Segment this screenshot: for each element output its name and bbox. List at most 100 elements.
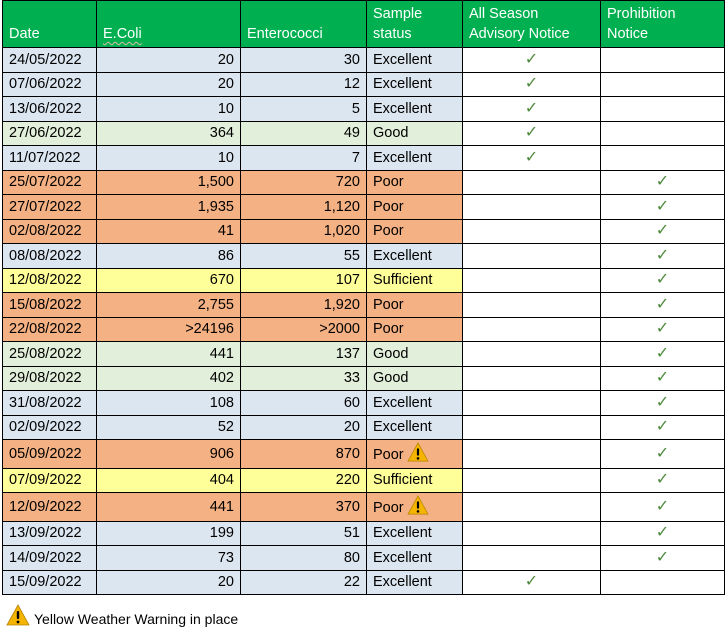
enterococci-cell: 1,020 <box>240 218 367 244</box>
ecoli-cell: 73 <box>96 545 241 571</box>
ecoli-cell: 1,935 <box>96 194 241 220</box>
status-cell: Poor <box>366 169 463 195</box>
enterococci-cell: 60 <box>240 390 367 416</box>
status-label: Poor <box>373 198 404 215</box>
advisory-notice-cell <box>462 467 601 493</box>
date-cell: 15/08/2022 <box>2 292 97 318</box>
status-cell: Poor <box>366 218 463 244</box>
check-icon: ✓ <box>524 124 539 142</box>
check-icon: ✓ <box>655 497 670 515</box>
advisory-notice-cell <box>462 439 601 469</box>
warning-icon <box>6 604 30 626</box>
prohibition-notice-cell <box>600 96 725 122</box>
date-cell: 12/09/2022 <box>2 492 97 522</box>
ecoli-cell: >24196 <box>96 316 241 342</box>
status-label: Sufficient <box>373 472 433 489</box>
ecoli-cell: 441 <box>96 492 241 522</box>
ecoli-cell: 20 <box>96 71 241 97</box>
prohibition-notice-cell: ✓ <box>600 390 725 416</box>
date-cell: 08/08/2022 <box>2 243 97 269</box>
status-cell: Excellent <box>366 145 463 171</box>
check-icon: ✓ <box>655 344 670 362</box>
prohibition-notice-cell: ✓ <box>600 439 725 469</box>
date-cell: 07/09/2022 <box>2 467 97 493</box>
prohibition-notice-cell: ✓ <box>600 194 725 220</box>
status-label: Sufficient <box>373 272 433 289</box>
check-icon: ✓ <box>524 75 539 93</box>
status-cell: Excellent <box>366 243 463 269</box>
prohibition-notice-cell <box>600 71 725 97</box>
status-label: Excellent <box>373 419 432 436</box>
table-row: 15/08/2022 2,755 1,920 Poor ✓ <box>2 292 725 318</box>
date-cell: 02/08/2022 <box>2 218 97 244</box>
enterococci-cell: 370 <box>240 492 367 522</box>
advisory-notice-cell <box>462 390 601 416</box>
advisory-notice-cell <box>462 492 601 522</box>
date-cell: 13/06/2022 <box>2 96 97 122</box>
check-icon: ✓ <box>655 246 670 264</box>
status-label: Good <box>373 125 409 142</box>
enterococci-cell: 20 <box>240 414 367 440</box>
advisory-notice-cell <box>462 194 601 220</box>
status-label: Excellent <box>373 525 432 542</box>
ecoli-cell: 86 <box>96 243 241 269</box>
header-enterococci: Enterococci <box>240 0 367 48</box>
ecoli-cell: 10 <box>96 145 241 171</box>
check-icon: ✓ <box>655 271 670 289</box>
check-icon: ✓ <box>655 524 670 542</box>
table-row: 07/06/2022 20 12 Excellent ✓ <box>2 71 725 97</box>
status-label: Poor <box>373 296 404 313</box>
enterococci-cell: 137 <box>240 341 367 367</box>
enterococci-cell: 870 <box>240 439 367 469</box>
status-label: Poor <box>373 223 404 240</box>
table-row: 15/09/2022 20 22 Excellent ✓ <box>2 569 725 595</box>
check-icon: ✓ <box>655 418 670 436</box>
table-row: 27/06/2022 364 49 Good ✓ <box>2 120 725 146</box>
status-cell: Excellent <box>366 569 463 595</box>
status-label: Excellent <box>373 574 432 591</box>
advisory-notice-cell <box>462 365 601 391</box>
ecoli-cell: 441 <box>96 341 241 367</box>
check-icon: ✓ <box>655 222 670 240</box>
check-icon: ✓ <box>655 444 670 462</box>
date-cell: 27/06/2022 <box>2 120 97 146</box>
status-label: Poor <box>373 500 404 517</box>
enterococci-cell: 7 <box>240 145 367 171</box>
prohibition-notice-cell: ✓ <box>600 243 725 269</box>
status-cell: Poor <box>366 316 463 342</box>
table-row: 08/08/2022 86 55 Excellent ✓ <box>2 243 725 269</box>
status-cell: Good <box>366 120 463 146</box>
table-row: 11/07/2022 10 7 Excellent ✓ <box>2 145 725 171</box>
table-row: 13/06/2022 10 5 Excellent ✓ <box>2 96 725 122</box>
advisory-notice-cell <box>462 267 601 293</box>
enterococci-cell: 12 <box>240 71 367 97</box>
status-cell: Excellent <box>366 520 463 546</box>
advisory-notice-cell <box>462 316 601 342</box>
enterococci-cell: 51 <box>240 520 367 546</box>
date-cell: 22/08/2022 <box>2 316 97 342</box>
check-icon: ✓ <box>655 548 670 566</box>
enterococci-cell: 22 <box>240 569 367 595</box>
status-label: Excellent <box>373 247 432 264</box>
enterococci-cell: 1,120 <box>240 194 367 220</box>
date-cell: 07/06/2022 <box>2 71 97 97</box>
date-cell: 14/09/2022 <box>2 545 97 571</box>
ecoli-cell: 20 <box>96 569 241 595</box>
table-row: 29/08/2022 402 33 Good ✓ <box>2 365 725 391</box>
table-row: 13/09/2022 199 51 Excellent ✓ <box>2 520 725 546</box>
advisory-notice-cell <box>462 341 601 367</box>
prohibition-notice-cell <box>600 145 725 171</box>
table-row: 24/05/2022 20 30 Excellent ✓ <box>2 47 725 73</box>
ecoli-cell: 199 <box>96 520 241 546</box>
warning-icon <box>406 495 430 515</box>
advisory-notice-cell <box>462 218 601 244</box>
table-row: 25/07/2022 1,500 720 Poor ✓ <box>2 169 725 195</box>
prohibition-notice-cell <box>600 569 725 595</box>
enterococci-cell: 1,920 <box>240 292 367 318</box>
table-row: 12/08/2022 670 107 Sufficient ✓ <box>2 267 725 293</box>
ecoli-cell: 41 <box>96 218 241 244</box>
header-advisory-notice: All Season Advisory Notice <box>462 0 601 48</box>
status-label: Good <box>373 345 409 362</box>
check-icon: ✓ <box>655 471 670 489</box>
date-cell: 12/08/2022 <box>2 267 97 293</box>
